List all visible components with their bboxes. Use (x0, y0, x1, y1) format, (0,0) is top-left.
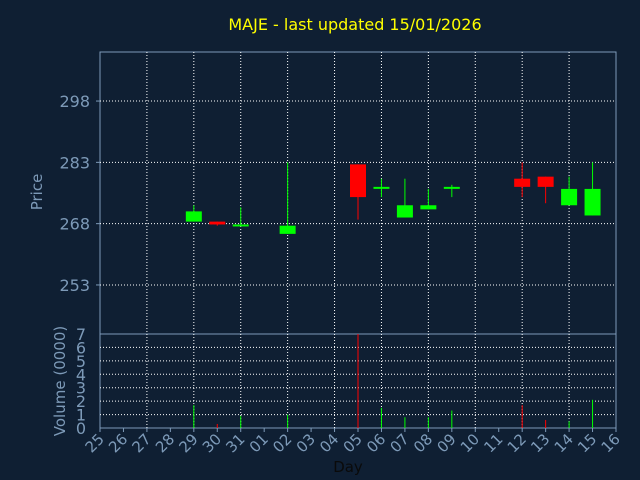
x-tick-label: 11 (480, 430, 506, 456)
x-tick-label: 30 (199, 430, 225, 456)
chart-title: MAJE - last updated 15/01/2026 (228, 15, 481, 34)
x-tick-label: 10 (457, 430, 483, 456)
candle-body (561, 188, 578, 206)
volume-tick-label: 0 (76, 419, 86, 438)
volume-tick-label: 2 (76, 392, 86, 411)
price-panel: 253 268 283 298 (59, 51, 617, 335)
x-tick-label: 01 (246, 430, 272, 456)
candle-body (209, 221, 226, 225)
candle-body (537, 176, 554, 187)
x-tick-label: 04 (316, 430, 342, 456)
volume-axis-label: Volume (0000) (51, 326, 69, 436)
volume-tick-label: 3 (76, 379, 86, 398)
price-axis-label: Price (28, 174, 46, 211)
x-axis-label: Day (333, 458, 363, 476)
x-tick-label: 05 (340, 430, 366, 456)
volume-panel: 0123456725262728293031010203040506070809… (76, 325, 624, 456)
candle-body (350, 164, 366, 198)
x-tick-label: 02 (269, 430, 295, 456)
x-tick-label: 15 (574, 430, 600, 456)
price-tick-label: 253 (59, 276, 90, 295)
x-tick-label: 29 (175, 430, 201, 456)
volume-tick-label: 4 (76, 365, 86, 384)
candle-body (232, 224, 249, 227)
candle-body (373, 186, 390, 189)
x-tick-label: 13 (527, 430, 553, 456)
candle-body (514, 178, 531, 187)
volume-tick-label: 1 (76, 406, 86, 425)
candle-body (396, 205, 413, 218)
candle-body (584, 188, 601, 216)
price-tick-label: 298 (59, 92, 90, 111)
volume-tick-label: 6 (76, 338, 86, 357)
x-tick-label: 16 (598, 430, 624, 456)
x-tick-label: 31 (222, 430, 248, 456)
x-tick-label: 06 (363, 430, 389, 456)
candle-body (185, 211, 202, 222)
x-tick-label: 08 (410, 430, 436, 456)
x-tick-label: 07 (387, 430, 413, 456)
candle-body (443, 186, 460, 189)
volume-tick-label: 7 (76, 325, 86, 344)
x-tick-label: 12 (504, 430, 530, 456)
price-tick-label: 283 (59, 153, 90, 172)
x-tick-label: 26 (105, 430, 131, 456)
price-tick-label: 268 (59, 215, 90, 234)
x-tick-label: 14 (551, 430, 577, 456)
x-tick-label: 09 (433, 430, 459, 456)
volume-tick-label: 5 (76, 352, 86, 371)
x-tick-label: 03 (293, 430, 319, 456)
candle-body (279, 225, 296, 234)
x-tick-label: 28 (152, 430, 178, 456)
x-tick-label: 27 (129, 430, 155, 456)
candle-body (420, 205, 437, 210)
